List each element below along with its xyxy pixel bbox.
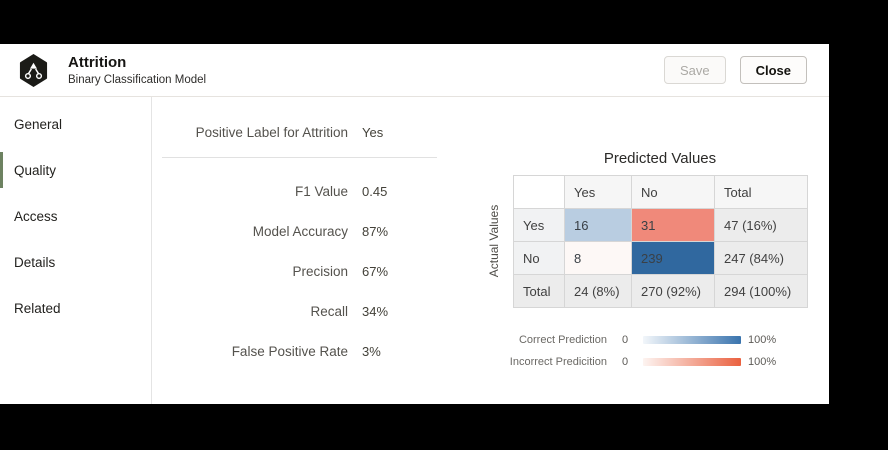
matrix-title: Predicted Values xyxy=(603,150,717,167)
dialog-body: General Quality Access Details Related P… xyxy=(0,97,829,404)
matrix-row-yes: Yes 16 31 47 (16%) xyxy=(513,208,808,242)
legend-min-value: 0 xyxy=(621,334,629,346)
matrix-cell-fp: 8 xyxy=(564,241,632,275)
metrics-divider xyxy=(162,157,437,158)
red-gradient-bar xyxy=(643,358,741,366)
legend-max-value: 100% xyxy=(748,356,777,368)
matrix-col-header-no: No xyxy=(631,175,715,209)
matrix-row-total: Total 24 (8%) 270 (92%) 294 (100%) xyxy=(513,274,808,308)
sidebar-item-label: General xyxy=(14,116,63,132)
metric-label: Precision xyxy=(292,263,348,279)
matrix-cell-col-total-yes: 24 (8%) xyxy=(564,274,632,308)
confusion-matrix-panel: Predicted Values Actual Values Yes No To… xyxy=(451,97,829,404)
close-button[interactable]: Close xyxy=(739,56,807,84)
confusion-matrix-table: Yes No Total Yes 16 31 47 (16%) No 8 239 xyxy=(513,175,808,308)
sidebar-item-general[interactable]: General xyxy=(0,101,151,147)
actual-values-axis-label: Actual Values xyxy=(487,204,501,278)
matrix-cell-tn: 239 xyxy=(631,241,715,275)
model-hexagon-icon xyxy=(18,53,49,88)
matrix-corner-cell xyxy=(513,175,565,209)
matrix-cell-row-total: 247 (84%) xyxy=(714,241,808,275)
metric-label: Recall xyxy=(310,303,348,319)
matrix-row-no: No 8 239 247 (84%) xyxy=(513,241,808,275)
sidebar-item-details[interactable]: Details xyxy=(0,239,151,285)
save-button[interactable]: Save xyxy=(663,56,726,84)
metric-row-recall: Recall 34% xyxy=(152,291,451,331)
legend-row-incorrect: Incorrect Predicition 0 100% xyxy=(451,355,829,369)
positive-label-value: Yes xyxy=(362,124,384,140)
confusion-matrix: Predicted Values Actual Values Yes No To… xyxy=(487,149,808,308)
matrix-cell-row-total: 47 (16%) xyxy=(714,208,808,242)
matrix-cell-tp: 16 xyxy=(564,208,632,242)
matrix-cell-grand-total: 294 (100%) xyxy=(714,274,808,308)
page-subtitle: Binary Classification Model xyxy=(68,74,207,86)
heatmap-legend: Correct Prediction 0 100% Incorrect Pred… xyxy=(451,333,829,369)
legend-label: Incorrect Predicition xyxy=(509,356,607,368)
metric-value: 0.45 xyxy=(362,183,388,199)
sidebar-item-quality[interactable]: Quality xyxy=(0,147,151,193)
matrix-col-header-yes: Yes xyxy=(564,175,632,209)
title-block: Attrition Binary Classification Model xyxy=(68,54,206,86)
sidebar: General Quality Access Details Related xyxy=(0,97,152,404)
blue-gradient-bar xyxy=(643,336,741,344)
sidebar-item-label: Access xyxy=(14,208,58,224)
legend-label: Correct Prediction xyxy=(518,334,607,346)
model-dialog: Attrition Binary Classification Model Sa… xyxy=(0,44,829,404)
matrix-cell-fn: 31 xyxy=(631,208,715,242)
metrics-list: F1 Value 0.45 Model Accuracy 87% Precisi… xyxy=(152,171,451,371)
metric-value: 67% xyxy=(362,263,389,279)
dialog-header: Attrition Binary Classification Model Sa… xyxy=(0,44,829,97)
matrix-row-label: No xyxy=(513,241,565,275)
positive-label-label: Positive Label for Attrition xyxy=(195,124,348,140)
metric-value: 87% xyxy=(362,223,389,239)
legend-min-value: 0 xyxy=(621,356,629,368)
metric-label: F1 Value xyxy=(294,183,348,199)
matrix-cell-col-total-no: 270 (92%) xyxy=(631,274,715,308)
legend-row-correct: Correct Prediction 0 100% xyxy=(451,333,829,347)
matrix-header-row: Yes No Total xyxy=(513,175,808,209)
metric-label: Model Accuracy xyxy=(252,223,348,239)
metric-value: 34% xyxy=(362,303,389,319)
legend-max-value: 100% xyxy=(748,334,777,346)
metric-label: False Positive Rate xyxy=(231,343,348,359)
sidebar-item-label: Related xyxy=(14,300,61,316)
metric-row-fpr: False Positive Rate 3% xyxy=(152,331,451,371)
sidebar-item-label: Quality xyxy=(14,162,57,178)
selected-indicator xyxy=(0,152,3,188)
metric-row-precision: Precision 67% xyxy=(152,251,451,291)
metric-row-f1: F1 Value 0.45 xyxy=(152,171,451,211)
positive-label-row: Positive Label for Attrition Yes xyxy=(152,118,451,146)
sidebar-item-related[interactable]: Related xyxy=(0,285,151,331)
sidebar-item-label: Details xyxy=(14,254,56,270)
metric-value: 3% xyxy=(362,343,381,359)
page-title: Attrition xyxy=(68,54,127,71)
metric-row-accuracy: Model Accuracy 87% xyxy=(152,211,451,251)
matrix-row-label: Total xyxy=(513,274,565,308)
quality-metrics-panel: Positive Label for Attrition Yes F1 Valu… xyxy=(152,97,451,404)
matrix-row-label: Yes xyxy=(513,208,565,242)
matrix-col-header-total: Total xyxy=(714,175,808,209)
sidebar-item-access[interactable]: Access xyxy=(0,193,151,239)
